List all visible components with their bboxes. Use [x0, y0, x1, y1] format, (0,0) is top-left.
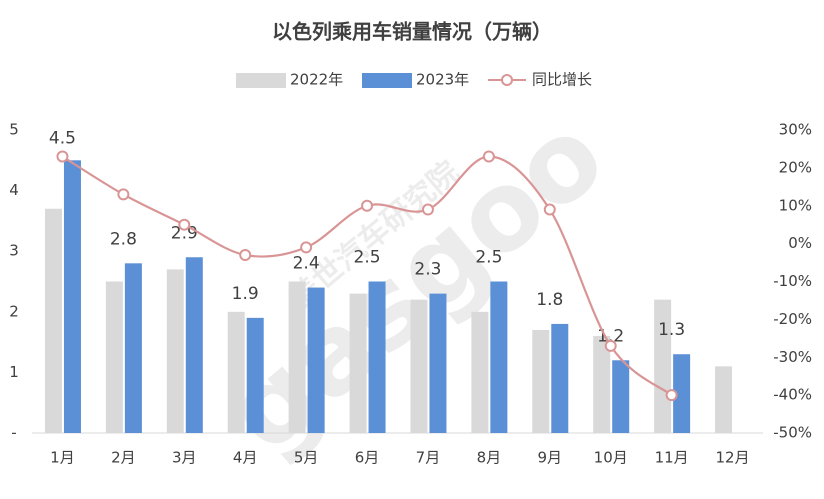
x-tick-label: 10月: [594, 449, 628, 467]
point: [117, 188, 130, 201]
bar: [593, 336, 611, 433]
bar: [410, 299, 428, 433]
point: [604, 339, 617, 352]
y-tick-label: 1: [9, 363, 19, 381]
bar: [246, 317, 264, 433]
data-label: 1.2: [597, 326, 624, 346]
bar: [490, 281, 508, 433]
data-label: 1.3: [658, 320, 685, 340]
bar: [429, 293, 447, 433]
y2-tick-label: 30%: [779, 121, 812, 139]
chart-title: 以色列乘用车销量情况（万辆）: [272, 20, 552, 44]
bar: [288, 281, 306, 433]
y-tick-label: 4: [9, 181, 19, 199]
point: [178, 218, 191, 231]
point: [300, 241, 313, 254]
data-label: 1.8: [536, 290, 563, 310]
line: [61, 155, 673, 397]
bar: [551, 323, 569, 433]
y2-tick-label: 0%: [788, 234, 812, 252]
point: [543, 203, 556, 216]
legend-label: 2022年: [290, 71, 343, 89]
bar: [654, 299, 672, 433]
bar: [124, 263, 142, 433]
bar: [105, 281, 123, 433]
data-label: 2.5: [475, 248, 502, 268]
x-tick-label: 7月: [416, 449, 441, 467]
data-label: 2.5: [354, 248, 381, 268]
y-tick-label: 3: [9, 242, 19, 260]
y2-tick-label: 10%: [779, 196, 812, 214]
data-label: 2.4: [293, 254, 320, 274]
x-tick-label: 3月: [172, 449, 197, 467]
bar: [166, 269, 184, 433]
x-tick-label: 1月: [50, 449, 75, 467]
y-tick-label: -: [11, 424, 16, 442]
point: [56, 150, 69, 163]
x-tick-label: 8月: [477, 449, 502, 467]
legend-swatch: [501, 74, 513, 86]
x-tick-label: 12月: [715, 449, 749, 467]
point: [421, 203, 434, 216]
bar: [612, 360, 630, 433]
y-tick-label: 2: [9, 302, 19, 320]
bar: [471, 311, 489, 433]
y2-tick-label: -30%: [773, 348, 812, 366]
bar: [227, 311, 245, 433]
point: [482, 150, 495, 163]
y2-tick-label: -20%: [773, 310, 812, 328]
legend-swatch: [236, 73, 286, 88]
y2-tick-label: -50%: [773, 424, 812, 442]
legend-label: 同比增长: [532, 71, 592, 89]
point: [361, 199, 374, 212]
legend-label: 2023年: [416, 71, 469, 89]
bar: [44, 208, 62, 433]
point: [665, 389, 678, 402]
bar: [715, 366, 733, 433]
x-tick-label: 4月: [233, 449, 258, 467]
bar: [532, 329, 550, 433]
data-label: 2.8: [110, 229, 137, 249]
bar: [349, 293, 367, 433]
y2-tick-label: 20%: [779, 158, 812, 176]
y2-tick-label: -10%: [773, 272, 812, 290]
data-label: 2.3: [414, 260, 441, 280]
x-tick-label: 11月: [655, 449, 689, 467]
x-tick-label: 5月: [294, 449, 319, 467]
data-label: 1.9: [232, 284, 259, 304]
data-label: 4.5: [49, 128, 76, 148]
point: [239, 248, 252, 261]
bar: [307, 287, 325, 433]
x-tick-label: 2月: [111, 449, 136, 467]
y2-tick-label: -40%: [773, 386, 812, 404]
bar: [63, 160, 81, 434]
bar: [673, 354, 691, 433]
x-tick-label: 6月: [355, 449, 380, 467]
bar: [368, 281, 386, 433]
x-tick-label: 9月: [538, 449, 563, 467]
legend-swatch: [362, 73, 412, 88]
y-tick-label: 5: [9, 121, 19, 139]
bar: [185, 257, 203, 433]
